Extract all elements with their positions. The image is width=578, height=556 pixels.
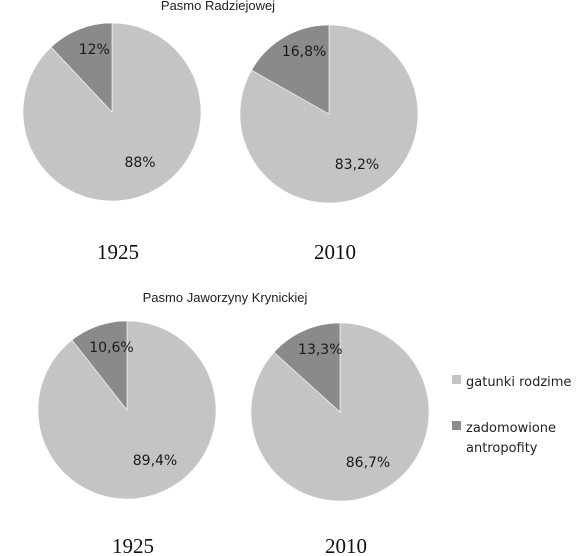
legend-label: gatunki rodzime	[466, 375, 571, 390]
legend-swatch-native	[452, 375, 461, 384]
slice-value-label: 10,6%	[89, 340, 133, 356]
year-label: 1925	[97, 240, 139, 264]
slice-value-label: 12%	[79, 42, 110, 58]
legend: gatunki rodzime zadomowione antropofity	[452, 375, 571, 456]
group-title: Pasmo Jaworzyny Krynickiej	[143, 290, 308, 305]
pie-slice-anthropophytes	[71, 320, 128, 411]
pies-layer: Pasmo Radziejowej 88% 12% 1925 83,2% 16,8% 201…	[22, 0, 430, 556]
pie-slice-native	[239, 24, 419, 204]
pie-slice-anthropophytes	[50, 22, 113, 113]
legend-label: zadomowione	[466, 421, 556, 436]
slice-value-label: 88%	[124, 155, 155, 171]
legend-label: antropofity	[466, 441, 538, 456]
year-label: 2010	[325, 534, 367, 556]
year-label: 1925	[112, 534, 154, 556]
slice-value-label: 83,2%	[335, 157, 379, 173]
slice-value-label: 16,8%	[282, 44, 326, 60]
slice-value-label: 89,4%	[133, 453, 177, 469]
slice-value-label: 13,3%	[298, 342, 342, 358]
group-title: Pasmo Radziejowej	[161, 0, 275, 13]
legend-swatch-anthropophytes	[452, 421, 461, 430]
year-label: 2010	[314, 240, 356, 264]
pie-slice-anthropophytes	[273, 322, 341, 413]
pie-slice-anthropophytes	[251, 24, 330, 115]
slice-value-label: 86,7%	[346, 455, 390, 471]
